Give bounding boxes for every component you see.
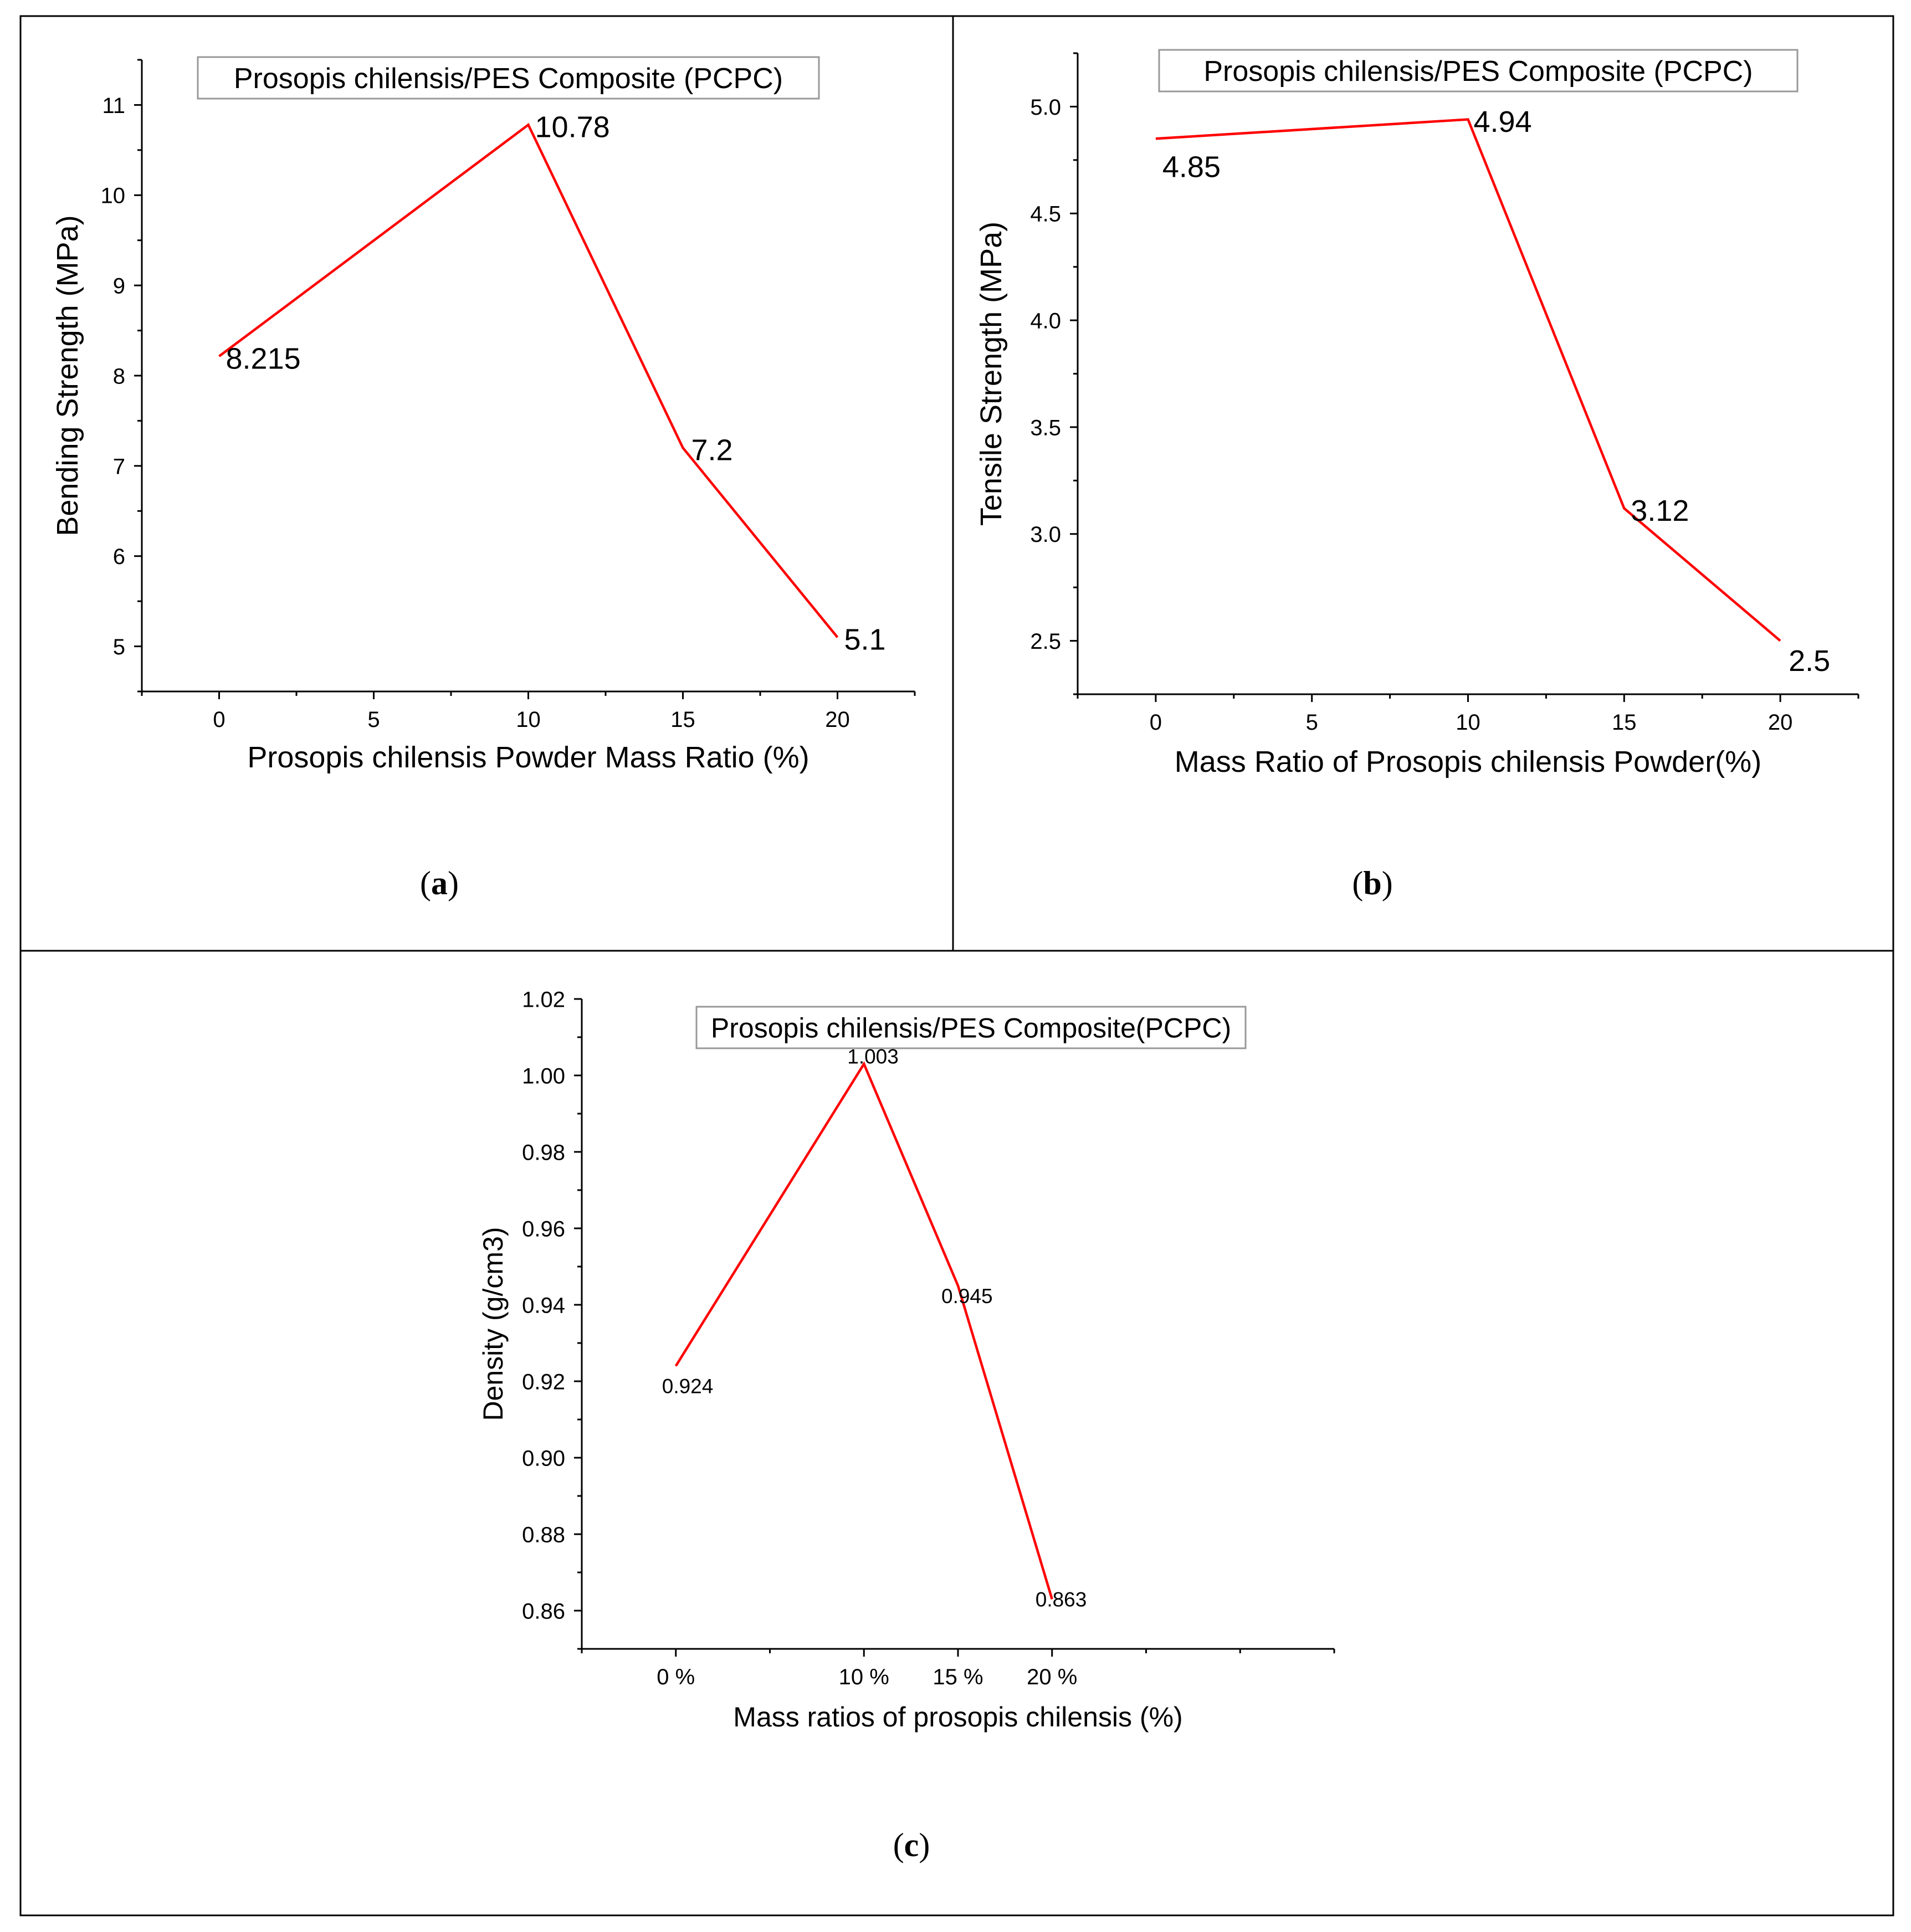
x-tick-label: 0 % — [657, 1665, 695, 1689]
y-tick-label: 6 — [113, 545, 125, 569]
data-label: 0.863 — [1036, 1588, 1087, 1611]
y-tick-label: 9 — [113, 274, 125, 299]
data-label: 0.924 — [662, 1375, 714, 1398]
x-tick-label: 15 — [670, 708, 695, 732]
x-axis-label: Prosopis chilensis Powder Mass Ratio (%) — [247, 741, 809, 774]
y-tick-label: 0.94 — [522, 1293, 565, 1318]
figure-border — [19, 15, 1894, 1916]
chart-title: Prosopis chilensis/PES Composite (PCPC) — [234, 63, 783, 95]
x-tick-label: 10 — [1456, 710, 1480, 735]
legend-box — [1158, 49, 1799, 93]
x-axis-label: Mass ratios of prosopis chilensis (%) — [733, 1702, 1182, 1733]
x-tick-label: 20 % — [1027, 1665, 1077, 1689]
y-tick-label: 5.0 — [1030, 95, 1061, 120]
y-tick-label: 3.5 — [1030, 416, 1061, 440]
legend-box — [197, 56, 820, 100]
chart-c: 0.86 0.88 0.90 0.92 0.94 0.96 0.98 1.00 1.02 0 % 1… — [478, 987, 1335, 1863]
data-label: 4.85 — [1162, 151, 1221, 184]
data-label: 10.78 — [535, 111, 610, 144]
y-axis-label: Tensile Strength (MPa) — [975, 222, 1008, 526]
data-label: 0.945 — [941, 1285, 993, 1308]
x-tick-label: 20 — [1768, 710, 1793, 735]
data-label: 3.12 — [1631, 494, 1689, 527]
y-tick-label: 4.5 — [1030, 202, 1061, 227]
panel-label: (b) — [1352, 865, 1392, 901]
x-tick-label: 0 — [213, 708, 225, 732]
data-label: 4.94 — [1474, 105, 1532, 139]
data-label: 7.2 — [691, 434, 733, 467]
y-tick-label: 11 — [102, 94, 125, 118]
series-line — [674, 1061, 1053, 1600]
chart-title: Prosopis chilensis/PES Composite(PCPC) — [711, 1013, 1231, 1044]
x-tick-label: 10 % — [839, 1665, 889, 1689]
y-tick-label: 8 — [113, 364, 125, 388]
x-tick-label: 0 — [1150, 710, 1162, 735]
y-axis-label: Bending Strength (MPa) — [51, 215, 84, 536]
y-tick-label: 4.0 — [1030, 309, 1061, 333]
x-tick-label: 15 % — [933, 1665, 983, 1689]
y-tick-label: 1.00 — [522, 1064, 565, 1088]
y-tick-label: 1.02 — [522, 987, 565, 1012]
data-label: 5.1 — [844, 623, 886, 657]
x-axis-label: Mass Ratio of Prosopis chilensis Powder(… — [1175, 745, 1761, 778]
data-label: 2.5 — [1789, 644, 1830, 678]
chart-a: 5 6 7 8 9 10 11 0 5 10 15 20 8.215 10.78 7.2 5.1 Prosopi… — [51, 56, 916, 901]
y-axis-label: Density (g/cm3) — [478, 1227, 509, 1421]
panel-label: (c) — [893, 1827, 930, 1863]
x-tick-label: 15 — [1612, 710, 1637, 735]
series-line — [218, 122, 839, 638]
x-tick-label: 5 — [367, 708, 380, 732]
x-tick-label: 20 — [825, 708, 850, 732]
y-tick-label: 2.5 — [1030, 629, 1061, 654]
chart-b: 2.5 3.0 3.5 4.0 4.5 5.0 0 5 10 15 20 4.85 4.94 3.12 2.… — [975, 49, 1859, 901]
y-tick-label: 3.0 — [1030, 522, 1061, 547]
x-tick-label: 10 — [516, 708, 541, 732]
y-tick-label: 5 — [113, 635, 125, 659]
y-tick-label: 7 — [113, 454, 125, 479]
y-tick-label: 0.90 — [522, 1446, 565, 1470]
y-tick-label: 0.96 — [522, 1217, 565, 1241]
panel-label: (a) — [420, 865, 459, 901]
y-tick-label: 0.98 — [522, 1140, 565, 1165]
series-line — [1155, 118, 1781, 642]
y-tick-label: 0.92 — [522, 1370, 565, 1394]
y-tick-label: 0.88 — [522, 1523, 565, 1547]
data-label: 8.215 — [226, 342, 301, 375]
chart-title: Prosopis chilensis/PES Composite (PCPC) — [1203, 55, 1753, 88]
x-tick-label: 5 — [1306, 710, 1318, 735]
y-tick-label: 10 — [101, 184, 126, 208]
legend-box — [695, 1006, 1247, 1049]
y-tick-label: 0.86 — [522, 1599, 565, 1623]
